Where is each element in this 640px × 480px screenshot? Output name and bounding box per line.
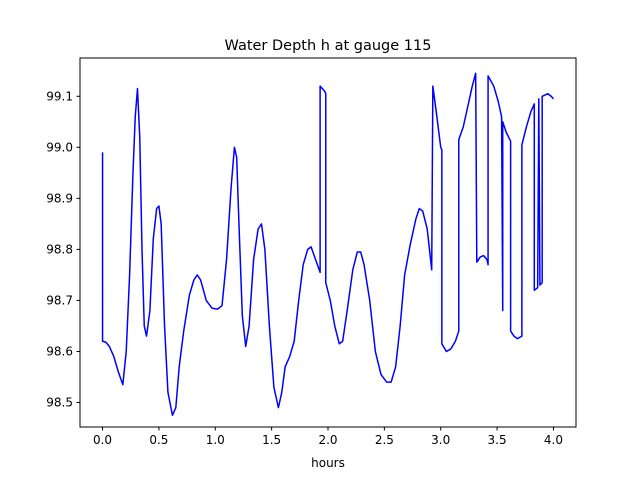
series-line-0 [101, 72, 555, 417]
x-tick-label: 2.5 [375, 433, 394, 447]
x-tick-label: 2.0 [318, 433, 337, 447]
x-tick-label: 0.5 [149, 433, 168, 447]
x-tick-label: 1.0 [206, 433, 225, 447]
y-tick-label: 98.8 [46, 242, 73, 256]
x-tick-label: 3.0 [431, 433, 450, 447]
y-tick-label: 98.6 [46, 344, 73, 358]
plot-area [101, 72, 555, 417]
y-tick-label: 99.1 [46, 89, 73, 103]
y-tick-label: 98.9 [46, 191, 73, 205]
chart-title: Water Depth h at gauge 115 [225, 38, 432, 54]
x-axis: 0.0 0.5 1.0 1.5 2.0 2.5 3.0 3.5 4.0 [93, 427, 563, 447]
x-axis-label: hours [311, 456, 345, 470]
x-tick-label: 1.5 [262, 433, 281, 447]
x-tick-label: 0.0 [93, 433, 112, 447]
x-tick-label: 3.5 [488, 433, 507, 447]
y-tick-label: 99.0 [46, 140, 73, 154]
y-tick-label: 98.5 [46, 396, 73, 410]
x-tick-label: 4.0 [544, 433, 563, 447]
y-axis: 98.5 98.6 98.7 98.8 98.9 99.0 99.1 [46, 89, 80, 410]
y-tick-label: 98.7 [46, 293, 73, 307]
